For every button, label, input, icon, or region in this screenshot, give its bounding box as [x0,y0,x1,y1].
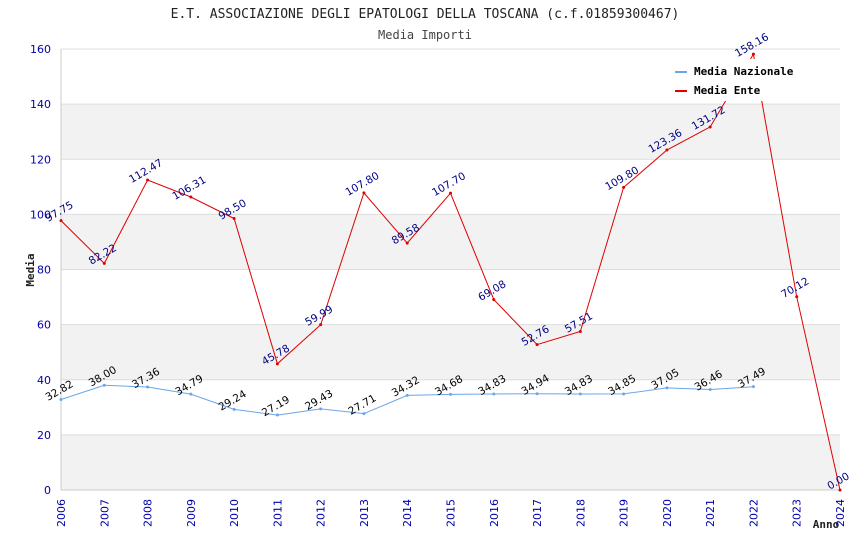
data-point [59,398,63,402]
y-tick-label: 100 [30,208,51,221]
grid-band [61,214,840,270]
data-point [665,148,669,152]
x-tick-label: 2015 [445,499,458,527]
legend-box [669,59,809,101]
y-tick-label: 60 [37,319,51,332]
x-tick-label: 2013 [358,499,371,527]
grid-band [61,269,840,325]
grid-band [61,434,840,490]
y-tick-label: 20 [37,429,51,442]
x-tick-label: 2008 [142,499,155,527]
legend: Media Nazionale Media Ente [669,59,809,101]
x-tick-label: 2016 [488,499,501,527]
legend-label-media-nazionale: Media Nazionale [694,65,794,78]
data-point [189,195,193,199]
data-point [795,295,799,299]
data-point [275,413,279,417]
data-point [492,298,496,302]
data-point [319,323,323,327]
x-tick-label: 2014 [401,499,414,527]
data-point [102,383,106,387]
data-point [751,385,755,389]
data-point [232,407,236,411]
data-point [708,125,712,129]
data-point [578,392,582,396]
data-point [102,261,106,265]
data-point [146,385,150,389]
y-tick-label: 140 [30,98,51,111]
x-tick-label: 2017 [531,499,544,527]
x-axis: 2006 2007 2008 2009 2010 2011 2012 2013 2014 2015… [55,489,847,527]
data-point [622,392,626,396]
y-axis: 0 20 40 60 80 100 120 140 160 [30,43,62,497]
data-point [578,329,582,333]
data-point [622,185,626,189]
x-tick-label: 2009 [185,499,198,527]
data-point [362,191,366,195]
x-tick-label: 2011 [271,499,284,527]
grid-band [61,159,840,215]
x-tick-label: 2012 [315,499,328,527]
x-tick-label: 2024 [834,499,847,527]
y-tick-label: 120 [30,153,51,166]
chart-title: E.T. ASSOCIAZIONE DEGLI EPATOLOGI DELLA … [171,7,680,22]
data-point [535,343,539,347]
y-tick-label: 40 [37,374,51,387]
y-tick-label: 0 [44,484,51,497]
x-tick-label: 2021 [704,499,717,527]
data-point [275,362,279,366]
data-point [535,392,539,396]
data-point [232,217,236,221]
y-axis-label: Media [24,253,37,286]
y-tick-label: 80 [37,264,51,277]
data-point [405,241,409,245]
data-point [59,219,63,223]
grid-band [61,104,840,160]
x-axis-label: Anno [813,518,840,531]
data-point [146,178,150,182]
chart-subtitle: Media Importi [378,28,472,42]
x-tick-label: 2018 [574,499,587,527]
x-tick-label: 2010 [228,499,241,527]
data-point [319,407,323,411]
data-point [362,412,366,416]
x-tick-label: 2019 [618,499,631,527]
data-point [708,388,712,392]
data-point [405,393,409,397]
x-tick-label: 2006 [55,499,68,527]
data-point [751,52,755,56]
data-point [189,392,193,396]
data-point [492,392,496,396]
x-tick-label: 2007 [98,499,111,527]
x-tick-label: 2023 [791,499,804,527]
y-tick-label: 160 [30,43,51,56]
data-point [449,191,452,195]
data-point [665,386,669,390]
grid-band [61,324,840,380]
data-point [838,488,842,492]
series-lines [59,52,842,492]
legend-label-media-ente: Media Ente [694,84,761,97]
x-tick-label: 2022 [747,499,760,527]
x-tick-label: 2020 [661,499,674,527]
data-point [449,392,452,396]
